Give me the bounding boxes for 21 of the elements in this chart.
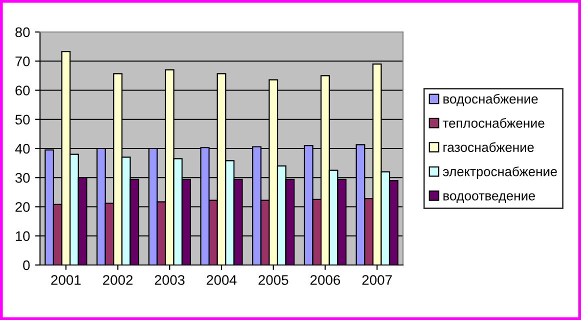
x-tick-label: 2007 xyxy=(362,275,392,285)
y-tick-label: 70 xyxy=(16,56,30,66)
y-tick-label: 10 xyxy=(16,231,30,242)
y-tick-label: 60 xyxy=(16,86,30,96)
y-tick-label: 30 xyxy=(15,172,30,183)
x-tick-label: 2001 xyxy=(51,275,81,285)
y-tick-label: 80 xyxy=(15,27,30,38)
y-tick-label: 40 xyxy=(15,144,30,154)
legend-label: электроснабжение xyxy=(442,166,557,179)
legend-label: водоснабжение xyxy=(444,94,538,106)
x-tick-label: 2002 xyxy=(103,275,133,285)
legend-label: газоснабжение xyxy=(444,142,534,152)
y-tick-label: 50 xyxy=(15,114,30,125)
y-tick-label: 20 xyxy=(16,202,30,212)
x-tick-label: 2006 xyxy=(310,275,340,285)
x-tick-label: 2005 xyxy=(258,275,288,285)
y-tick-label: 0 xyxy=(23,260,30,270)
legend-label: водоотведение xyxy=(444,193,535,203)
x-tick-label: 2004 xyxy=(206,275,237,285)
legend-label: теплоснабжение xyxy=(442,118,544,128)
x-tick-label: 2003 xyxy=(154,275,184,285)
